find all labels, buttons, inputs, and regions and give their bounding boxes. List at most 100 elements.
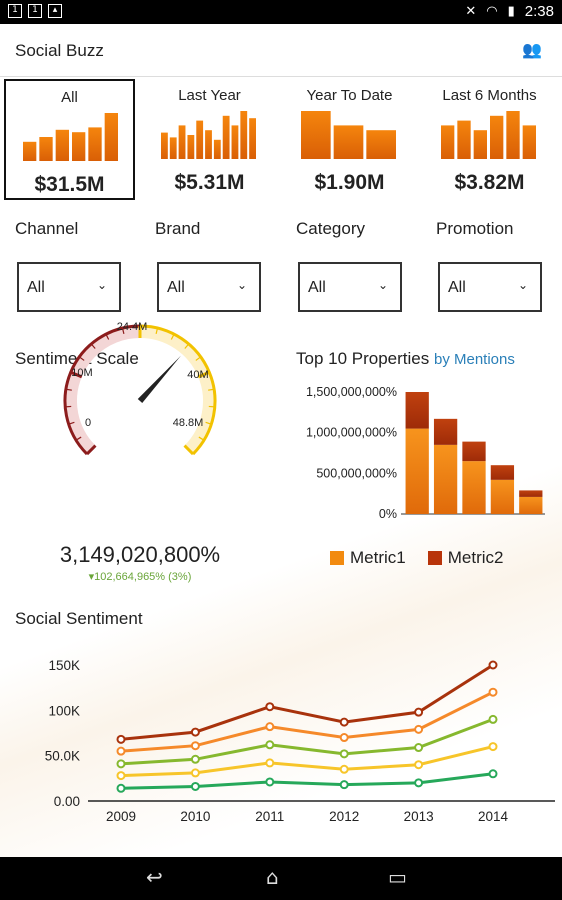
- wifi-icon: ◠: [486, 4, 498, 19]
- sparkline-bar: [249, 118, 256, 159]
- sparkline-bar: [196, 120, 204, 159]
- sparkline-bar: [231, 125, 239, 159]
- sparkline-bar: [301, 111, 331, 159]
- chevron-down-icon: ⌄: [517, 278, 528, 292]
- tile-value: $5.31M: [174, 171, 245, 194]
- data-point: [414, 743, 424, 753]
- chevron-down-icon: ⌄: [96, 278, 107, 292]
- tile-last-year[interactable]: Last Year $5.31M: [144, 79, 275, 200]
- sparkline-bar: [72, 132, 86, 161]
- gauge-tick: [198, 436, 205, 441]
- data-point: [116, 783, 126, 793]
- filter-label: Channel: [15, 219, 79, 238]
- sparkline-bar: [104, 113, 118, 161]
- filter-brand: Brand All ⌄: [155, 219, 265, 312]
- app-title: Social Buzz: [15, 41, 104, 60]
- by-mentions-link[interactable]: by Mentions: [433, 351, 515, 368]
- bar-metric2: [490, 465, 515, 480]
- data-point: [190, 741, 200, 751]
- sparkline-bar: [169, 137, 177, 159]
- notification-icon: 1: [28, 4, 42, 18]
- x-tick-label: 2013: [404, 809, 434, 824]
- data-point: [116, 746, 126, 756]
- tile-value: $31.5M: [34, 173, 105, 196]
- data-point: [116, 759, 126, 769]
- promotion-select[interactable]: All ⌄: [438, 262, 542, 312]
- data-point: [265, 722, 275, 732]
- legend-swatch: [330, 551, 344, 565]
- gauge-tick: [197, 370, 210, 379]
- tile-all[interactable]: All $31.5M: [4, 79, 135, 200]
- sparkline: [23, 113, 118, 161]
- gauge-needle: [137, 355, 181, 404]
- data-point: [265, 758, 275, 768]
- sentiment-delta: ▾102,664,965% (3%): [88, 571, 192, 583]
- sparkline-bar: [205, 130, 212, 159]
- sparkline-bar: [366, 130, 396, 159]
- bar-metric2: [405, 392, 429, 429]
- series-line: [120, 717, 494, 766]
- y-tick-label: 0%: [379, 507, 397, 521]
- tile-last-6-months[interactable]: Last 6 Months $3.82M: [424, 79, 555, 200]
- filter-label: Category: [296, 219, 365, 238]
- data-point: [488, 660, 498, 670]
- data-point: [190, 781, 200, 791]
- data-point: [265, 777, 275, 787]
- gauge-tick: [195, 356, 202, 361]
- filter-promotion: Promotion All ⌄: [436, 219, 546, 312]
- data-point: [265, 702, 275, 712]
- sparkline-bar: [39, 137, 53, 161]
- sparkline-bar: [222, 115, 230, 159]
- gauge-tick: [75, 436, 82, 441]
- tile-year-to-date[interactable]: Year To Date $1.90M: [284, 79, 415, 200]
- brand-select[interactable]: All ⌄: [157, 262, 261, 312]
- sparkline-bar: [213, 139, 221, 159]
- y-tick-label: 150K: [48, 658, 80, 673]
- gauge-tick-label: 0: [85, 417, 91, 429]
- period-tiles: All $31.5M Last Year $5.31M Year To Date…: [4, 79, 562, 200]
- series-line: [120, 690, 494, 753]
- tile-label: All: [61, 89, 78, 106]
- legend-swatch: [427, 551, 442, 565]
- sparkline-bar: [178, 125, 186, 159]
- chart-legend: Metric1 Metric2: [330, 548, 503, 568]
- gauge-tick: [85, 444, 97, 456]
- bar-metric2: [433, 418, 458, 445]
- sparkline-bar: [522, 125, 536, 159]
- gauge-tick: [70, 370, 83, 379]
- home-icon[interactable]: ⌂: [266, 865, 279, 889]
- clock: 2:38: [524, 3, 554, 20]
- gauge-tick: [155, 327, 159, 335]
- gauge-tick: [170, 333, 175, 340]
- gauge-tick: [208, 388, 215, 391]
- people-icon[interactable]: 👥: [522, 40, 542, 59]
- sparkline-bar: [333, 125, 364, 159]
- back-icon[interactable]: ↩: [146, 865, 163, 889]
- channel-select[interactable]: All ⌄: [17, 262, 121, 312]
- tile-label: Year To Date: [306, 87, 393, 104]
- data-point: [116, 771, 126, 781]
- sparkline-bar: [457, 120, 471, 159]
- filter-category: Category All ⌄: [296, 219, 406, 312]
- tile-label: Last 6 Months: [442, 87, 537, 104]
- sparkline-bar: [55, 129, 69, 161]
- category-select[interactable]: All ⌄: [298, 262, 402, 312]
- legend-metric2: Metric2: [427, 548, 504, 568]
- data-point: [339, 749, 349, 759]
- gauge-tick-label: 10M: [71, 367, 92, 379]
- chevron-down-icon: ⌄: [377, 278, 388, 292]
- notification-icon: 1: [8, 4, 22, 18]
- data-point: [414, 760, 424, 770]
- y-tick-label: 0.00: [54, 794, 80, 809]
- x-tick-label: 2011: [255, 809, 284, 824]
- data-point: [116, 734, 126, 744]
- gauge-tick: [90, 343, 96, 349]
- data-point: [488, 714, 498, 724]
- data-point: [265, 740, 275, 750]
- data-point: [339, 717, 349, 727]
- chevron-down-icon: ⌄: [236, 278, 247, 292]
- legend-label: Metric2: [447, 548, 504, 567]
- tile-label: Last Year: [178, 87, 241, 104]
- sparkline-bar: [161, 132, 168, 159]
- recents-icon[interactable]: ▭: [388, 865, 407, 889]
